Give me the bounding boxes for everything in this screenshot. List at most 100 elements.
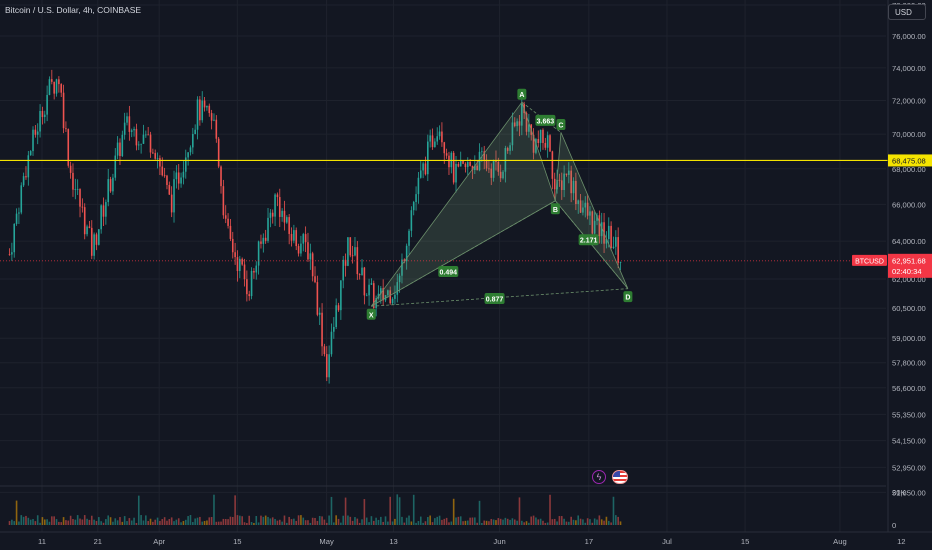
volume-bar — [168, 519, 171, 525]
candle-up — [123, 122, 126, 135]
candle-down — [295, 230, 298, 247]
volume-bar — [537, 519, 540, 525]
volume-bar — [316, 520, 319, 525]
candle-up — [521, 103, 523, 126]
candle-down — [586, 202, 589, 216]
volume-bar — [22, 516, 25, 525]
volume-bar — [419, 516, 422, 525]
candle-up — [318, 312, 321, 315]
volume-bar — [586, 518, 589, 525]
candle-up — [516, 121, 518, 127]
candle-down — [382, 288, 384, 301]
volume-bar — [11, 519, 13, 525]
volume-bar — [424, 521, 427, 525]
price-tick-label: 54,150.00 — [892, 437, 926, 446]
candle-down — [443, 142, 446, 154]
volume-bar — [51, 516, 53, 525]
candle-up — [206, 105, 208, 108]
volume-bar — [175, 519, 178, 525]
candle-up — [380, 288, 382, 294]
volume-bar — [208, 517, 211, 525]
candle-down — [248, 294, 251, 297]
candle-up — [142, 134, 145, 144]
currency-button[interactable]: USD — [888, 4, 926, 20]
price-tick-label: 72,000.00 — [892, 97, 926, 106]
volume-bar — [575, 520, 577, 525]
candle-up — [589, 211, 591, 216]
volume-bar — [41, 517, 44, 525]
candle-up — [419, 170, 422, 178]
candle-down — [598, 215, 601, 237]
candle-up — [415, 194, 417, 203]
candle-up — [107, 179, 110, 203]
volume-bar — [488, 521, 490, 525]
volume-bar — [13, 521, 16, 525]
candle-up — [262, 237, 265, 244]
volume-bar — [337, 518, 340, 525]
volume-bar — [159, 520, 161, 525]
candle-up — [405, 245, 408, 262]
volume-bar — [62, 517, 65, 525]
candle-up — [596, 215, 598, 221]
volume-bar — [563, 518, 565, 525]
volume-bar — [610, 522, 612, 525]
volume-bar — [445, 517, 448, 525]
volume-bar — [603, 520, 605, 525]
candle-up — [361, 267, 363, 276]
candle-up — [511, 122, 514, 146]
candle-up — [239, 258, 241, 271]
pattern-line-xd — [371, 288, 628, 307]
volume-bar — [278, 519, 281, 525]
volume-bar — [325, 522, 328, 525]
volume-bar — [271, 517, 274, 525]
volume-bar — [93, 519, 95, 525]
candle-up — [528, 124, 530, 132]
volume-bar — [450, 521, 453, 525]
volume-bar — [234, 495, 236, 525]
candle-up — [330, 331, 333, 355]
lightning-bolt-icon[interactable]: ϟ — [592, 470, 606, 484]
volume-bar — [302, 517, 305, 525]
candle-down — [363, 267, 366, 296]
candle-up — [509, 145, 511, 151]
volume-bar — [36, 515, 39, 525]
volume-bar — [466, 520, 469, 525]
volume-bar — [231, 516, 234, 525]
candle-down — [65, 128, 67, 130]
volume-bar — [593, 518, 596, 525]
volume-bar — [330, 496, 333, 525]
volume-bar — [485, 520, 488, 525]
volume-bar — [260, 515, 262, 525]
pattern-point-x: X — [369, 312, 374, 319]
candle-down — [316, 282, 319, 315]
candle-up — [194, 129, 196, 135]
candle-up — [281, 210, 283, 217]
candle-up — [300, 243, 302, 254]
volume-bar — [318, 515, 321, 525]
ratio-label-bg — [578, 234, 599, 246]
volume-bar — [471, 517, 474, 525]
price-tick-label: 68,000.00 — [892, 165, 926, 174]
volume-bar — [483, 520, 486, 525]
candle-up — [607, 225, 610, 239]
volume-bar — [65, 520, 67, 525]
candle-up — [391, 298, 394, 304]
ratio-label: 2.171 — [580, 238, 598, 245]
candle-down — [159, 158, 161, 167]
candle-up — [436, 136, 439, 142]
us-flag-icon[interactable] — [612, 470, 628, 484]
candle-down — [67, 129, 70, 166]
candle-up — [333, 327, 335, 332]
candle-down — [208, 105, 211, 114]
time-tick-label: 15 — [233, 537, 241, 546]
candle-down — [203, 100, 206, 108]
candle-up — [354, 247, 356, 256]
candle-up — [100, 205, 102, 230]
volume-bar — [499, 518, 502, 525]
ratio-label: 3.663 — [537, 118, 555, 125]
volume-bar — [363, 499, 366, 525]
volume-bar — [210, 516, 213, 525]
volume-bar — [370, 516, 373, 525]
volume-bar — [535, 517, 537, 525]
